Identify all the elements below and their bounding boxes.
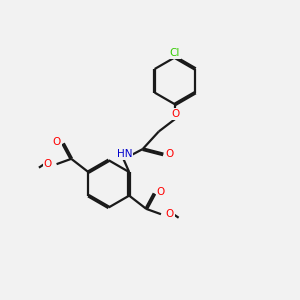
Text: O: O	[44, 159, 52, 169]
Text: HN: HN	[117, 149, 132, 159]
Text: O: O	[171, 109, 179, 119]
Text: Cl: Cl	[170, 48, 180, 58]
Text: O: O	[157, 187, 165, 197]
Text: O: O	[166, 149, 174, 159]
Text: O: O	[166, 209, 174, 219]
Text: O: O	[52, 137, 61, 147]
